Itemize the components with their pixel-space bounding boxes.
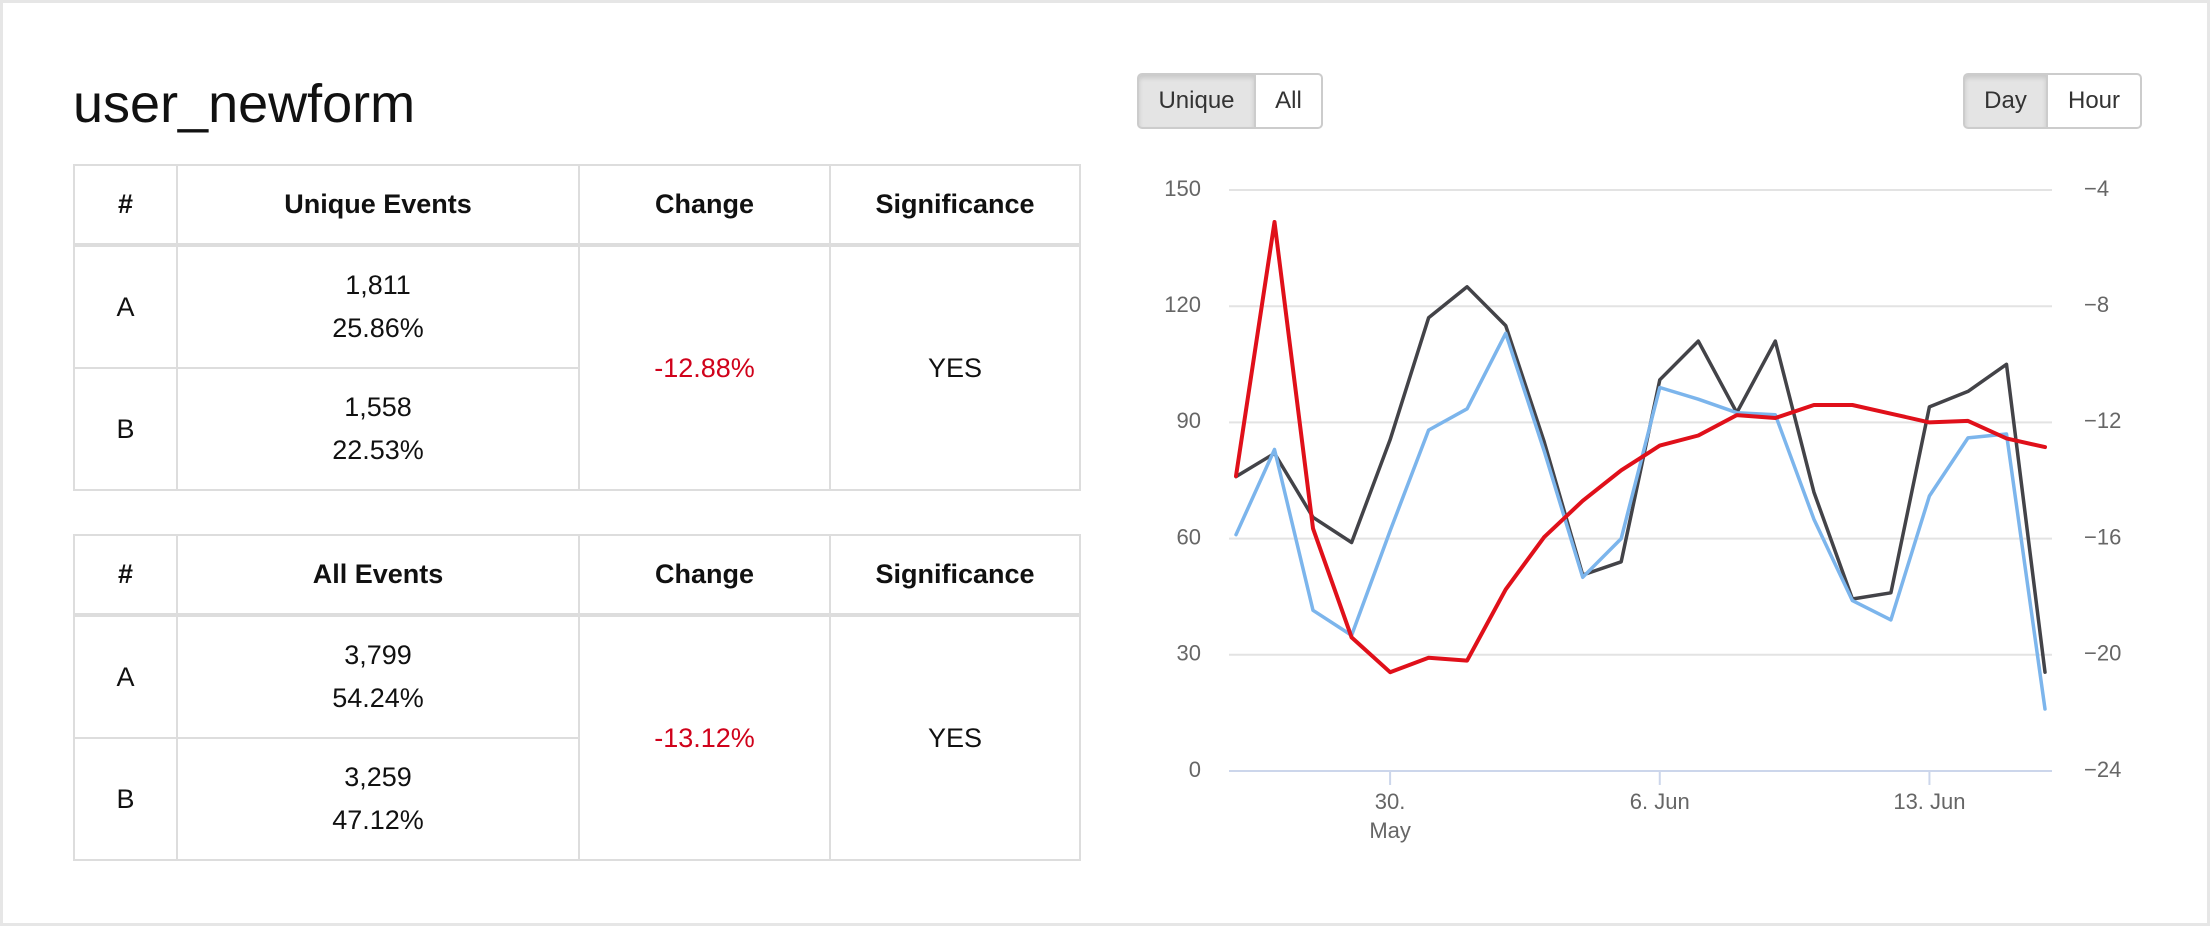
- variant: B: [73, 367, 178, 491]
- share: 25.86%: [332, 313, 424, 343]
- variant: A: [73, 614, 178, 739]
- count-cell: 1,811 25.86%: [176, 244, 580, 369]
- share: 54.24%: [332, 683, 424, 713]
- header-cell: Significance: [829, 164, 1081, 247]
- y2-tick-label: −4: [2084, 176, 2109, 201]
- metric-toggle: Unique All: [1137, 73, 1323, 129]
- chart: 0 30 60 90 120 150 −24 −20 −16 −12 −8 −4 30. May 6. Ju…: [1164, 176, 2121, 843]
- count-cell: 3,259 47.12%: [176, 737, 580, 861]
- significance: YES: [829, 244, 1081, 491]
- header-cell: All Events: [176, 534, 580, 617]
- header-cell: #: [73, 164, 178, 247]
- y-tick-label: 30: [1177, 641, 1201, 666]
- change: -13.12%: [578, 614, 831, 861]
- count-cell: 3,799 54.24%: [176, 614, 580, 739]
- y2-tick-label: −8: [2084, 292, 2109, 317]
- y-tick-label: 90: [1177, 408, 1201, 433]
- toggle-button[interactable]: Day: [1963, 73, 2048, 129]
- y-tick-label: 120: [1164, 292, 1201, 317]
- share: 22.53%: [332, 435, 424, 465]
- header-cell: Change: [578, 164, 831, 247]
- x-tick-label: 6. Jun: [1630, 789, 1690, 814]
- header-cell: Unique Events: [176, 164, 580, 247]
- significance: YES: [829, 614, 1081, 861]
- header-cell: Significance: [829, 534, 1081, 617]
- results-table: # Unique Events Change Significance A 1,…: [73, 164, 1081, 491]
- y2-tick-label: −20: [2084, 641, 2121, 666]
- series-line: [1234, 220, 2047, 675]
- y-tick-label: 0: [1189, 757, 1201, 782]
- y-tick-label: 60: [1177, 524, 1201, 549]
- change: -12.88%: [578, 244, 831, 491]
- count-cell: 1,558 22.53%: [176, 367, 580, 491]
- series-line: [1234, 285, 2047, 674]
- y-tick-label: 150: [1164, 176, 1201, 201]
- toggle-button[interactable]: Hour: [2048, 73, 2142, 129]
- header-cell: #: [73, 534, 178, 617]
- y2-tick-label: −12: [2084, 408, 2121, 433]
- x-tick-label: 30.: [1375, 789, 1406, 814]
- interval-toggle: Day Hour: [1963, 73, 2142, 129]
- x-tick-label: 13. Jun: [1893, 789, 1965, 814]
- header-cell: Change: [578, 534, 831, 617]
- toggle-button[interactable]: All: [1256, 73, 1323, 129]
- variant: B: [73, 737, 178, 861]
- y2-tick-label: −16: [2084, 524, 2121, 549]
- results-table: # All Events Change Significance A 3,799…: [73, 534, 1081, 861]
- count: 1,558: [344, 392, 412, 422]
- toggle-button[interactable]: Unique: [1137, 73, 1256, 129]
- page-title: user_newform: [73, 74, 416, 134]
- y2-tick-label: −24: [2084, 757, 2121, 782]
- count: 3,799: [344, 640, 412, 670]
- x-tick-label: May: [1369, 818, 1411, 843]
- series-line: [1234, 331, 2047, 711]
- count: 1,811: [345, 270, 411, 300]
- count: 3,259: [344, 762, 412, 792]
- share: 47.12%: [332, 805, 424, 835]
- variant: A: [73, 244, 178, 369]
